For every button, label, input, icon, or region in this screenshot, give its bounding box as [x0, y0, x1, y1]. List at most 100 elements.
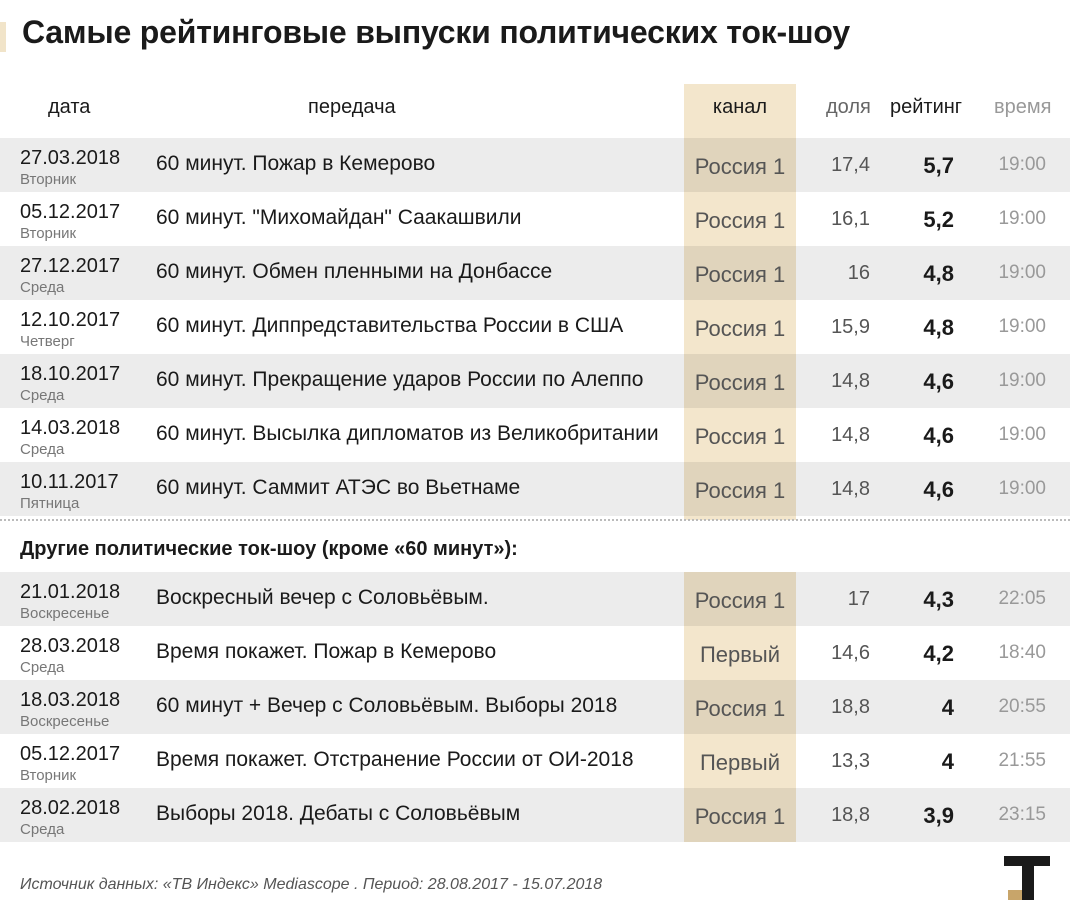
table-row: 05.12.2017 Вторник 60 минут. "Михомайдан" …	[0, 192, 1070, 246]
cell-share: 14,8	[831, 424, 870, 446]
cell-weekday: Пятница	[20, 495, 80, 512]
cell-show: Время покажет. Отстранение России от ОИ-…	[156, 748, 634, 771]
cell-time: 18:40	[998, 642, 1046, 663]
table-row: 18.03.2018 Воскресенье 60 минут + Вечер с …	[0, 680, 1070, 734]
cell-time: 19:00	[998, 370, 1046, 391]
cell-share: 14,8	[831, 370, 870, 392]
header-rating: рейтинг	[890, 96, 963, 118]
cell-channel: Россия 1	[694, 424, 786, 449]
cell-channel: Россия 1	[694, 370, 786, 395]
cell-show: 60 минут. Высылка дипломатов из Великобр…	[156, 422, 659, 445]
cell-rating: 4	[941, 695, 954, 720]
cell-rating: 3,9	[923, 803, 954, 828]
cell-date: 05.12.2017	[20, 743, 121, 765]
header-time: время	[994, 96, 1052, 118]
table-row: 12.10.2017 Четверг 60 минут. Диппредставит…	[0, 300, 1070, 354]
cell-rating: 4,3	[923, 587, 954, 612]
cell-weekday: Вторник	[20, 767, 77, 784]
other-shows-heading: Другие политические ток-шоу (кроме «60 м…	[20, 538, 518, 560]
cell-rating: 4,8	[923, 315, 954, 340]
table-row: 27.03.2018 Вторник 60 минут. Пожар в Кемер…	[0, 138, 1070, 192]
cell-channel: Россия 1	[694, 208, 786, 233]
cell-channel: Россия 1	[694, 588, 786, 613]
cell-channel: Россия 1	[694, 154, 786, 179]
header-channel: канал	[712, 96, 768, 118]
table-row: 27.12.2017 Среда 60 минут. Обмен пленными …	[0, 246, 1070, 300]
cell-weekday: Среда	[20, 821, 65, 838]
cell-rating: 4,6	[923, 423, 954, 448]
cell-share: 16	[847, 262, 870, 284]
cell-share: 17	[847, 588, 870, 610]
cell-show: 60 минут. Прекращение ударов России по А…	[156, 368, 644, 391]
table-row: 21.01.2018 Воскресенье Воскресный вечер с …	[0, 572, 1070, 626]
cell-show: Время покажет. Пожар в Кемерово	[156, 640, 497, 663]
cell-channel: Россия 1	[694, 696, 786, 721]
cell-weekday: Среда	[20, 659, 65, 676]
channel-column-highlight-top	[684, 84, 796, 520]
cell-show: 60 минут. Диппредставительства России в …	[156, 314, 624, 337]
table-row: 14.03.2018 Среда 60 минут. Высылка диплома…	[0, 408, 1070, 462]
cell-time: 20:55	[998, 696, 1046, 717]
cell-time: 19:00	[998, 424, 1046, 445]
cell-share: 18,8	[831, 804, 870, 826]
cell-share: 16,1	[831, 208, 870, 230]
cell-share: 17,4	[831, 154, 870, 176]
cell-date: 18.03.2018	[20, 689, 121, 711]
cell-weekday: Вторник	[20, 171, 77, 188]
table-row: 28.02.2018 Среда Выборы 2018. Дебаты с Сол…	[0, 788, 1070, 842]
cell-time: 19:00	[998, 478, 1046, 499]
cell-share: 15,9	[831, 316, 870, 338]
source-note: Источник данных: «ТВ Индекс» Mediascope …	[20, 876, 603, 893]
cell-channel: Россия 1	[694, 804, 786, 829]
cell-weekday: Среда	[20, 387, 65, 404]
cell-rating: 4,8	[923, 261, 954, 286]
cell-date: 05.12.2017	[20, 201, 121, 223]
cell-show: 60 минут. Обмен пленными на Донбассе	[156, 260, 553, 283]
cell-show: 60 минут. Пожар в Кемерово	[156, 152, 436, 175]
cell-channel: Первый	[699, 750, 781, 775]
header-date: дата	[48, 96, 91, 118]
table-row: 18.10.2017 Среда 60 минут. Прекращение уда…	[0, 354, 1070, 408]
channel-column-highlight-bottom	[684, 572, 796, 842]
cell-date: 28.02.2018	[20, 797, 121, 819]
cell-channel: Россия 1	[694, 262, 786, 287]
cell-date: 27.03.2018	[20, 147, 121, 169]
cell-show: 60 минут. "Михомайдан" Саакашвили	[156, 206, 522, 229]
publisher-logo-icon	[1004, 856, 1050, 900]
table-row: 05.12.2017 Вторник Время покажет. Отстране…	[0, 734, 1070, 788]
cell-date: 12.10.2017	[20, 309, 121, 331]
cell-share: 14,6	[831, 642, 870, 664]
cell-channel: Россия 1	[694, 316, 786, 341]
cell-rating: 4,6	[923, 477, 954, 502]
cell-rating: 4,2	[923, 641, 954, 666]
cell-weekday: Четверг	[20, 333, 75, 350]
cell-date: 27.12.2017	[20, 255, 121, 277]
cell-rating: 5,2	[923, 207, 954, 232]
cell-weekday: Воскресенье	[20, 605, 110, 622]
cell-show: Выборы 2018. Дебаты с Соловьёвым	[156, 802, 521, 825]
cell-time: 21:55	[998, 750, 1046, 771]
cell-time: 19:00	[998, 208, 1046, 229]
cell-show: 60 минут + Вечер с Соловьёвым. Выборы 20…	[156, 694, 618, 717]
section-divider	[0, 519, 1070, 521]
cell-share: 13,3	[831, 750, 870, 772]
cell-time: 19:00	[998, 262, 1046, 283]
cell-rating: 5,7	[923, 153, 954, 178]
cell-show: 60 минут. Саммит АТЭС во Вьетнаме	[156, 476, 521, 499]
cell-date: 14.03.2018	[20, 417, 121, 439]
page-title: Самые рейтинговые выпуски политических т…	[22, 14, 850, 50]
cell-rating: 4	[941, 749, 954, 774]
cell-rating: 4,6	[923, 369, 954, 394]
cell-share: 18,8	[831, 696, 870, 718]
cell-weekday: Воскресенье	[20, 713, 110, 730]
cell-weekday: Вторник	[20, 225, 77, 242]
cell-time: 22:05	[998, 588, 1046, 609]
cell-channel: Россия 1	[694, 478, 786, 503]
cell-date: 18.10.2017	[20, 363, 121, 385]
table-row: 10.11.2017 Пятница 60 минут. Саммит АТЭС в…	[0, 462, 1070, 516]
title-accent-bar	[0, 22, 6, 52]
cell-date: 10.11.2017	[20, 471, 119, 493]
cell-time: 19:00	[998, 154, 1046, 175]
header-share: доля	[826, 96, 871, 118]
cell-channel: Первый	[699, 642, 781, 667]
